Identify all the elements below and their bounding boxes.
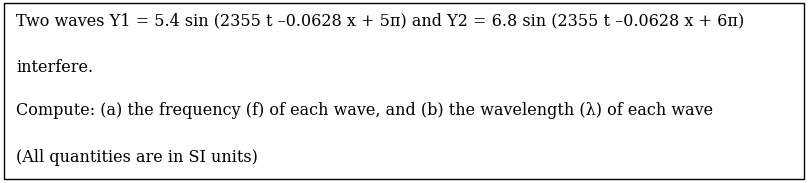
FancyBboxPatch shape: [4, 3, 804, 179]
Text: Compute: (a) the frequency (f) of each wave, and (b) the wavelength (λ) of each : Compute: (a) the frequency (f) of each w…: [16, 102, 714, 119]
Text: interfere.: interfere.: [16, 59, 93, 76]
Text: (All quantities are in SI units): (All quantities are in SI units): [16, 149, 258, 166]
Text: Two waves Y1 = 5.4 sin (2355 t –0.0628 x + 5π) and Y2 = 6.8 sin (2355 t –0.0628 : Two waves Y1 = 5.4 sin (2355 t –0.0628 x…: [16, 13, 744, 30]
